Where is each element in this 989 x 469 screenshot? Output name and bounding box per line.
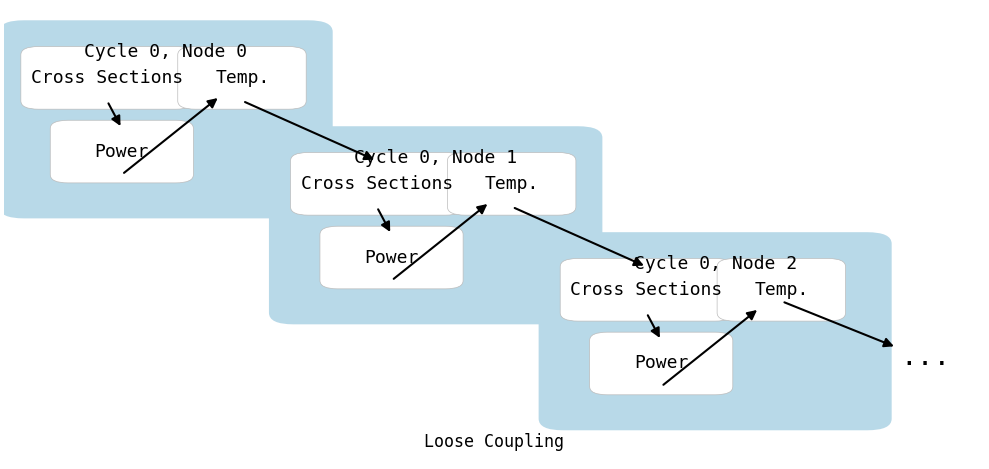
FancyBboxPatch shape: [319, 226, 463, 289]
FancyBboxPatch shape: [560, 258, 733, 321]
Text: Temp.: Temp.: [755, 281, 809, 299]
FancyBboxPatch shape: [178, 46, 307, 109]
Text: ...: ...: [901, 342, 951, 371]
FancyBboxPatch shape: [50, 120, 194, 183]
FancyBboxPatch shape: [269, 126, 602, 325]
Text: Cycle 0, Node 1: Cycle 0, Node 1: [354, 149, 517, 167]
Text: Power: Power: [364, 249, 418, 266]
Text: Cross Sections: Cross Sections: [571, 281, 723, 299]
FancyBboxPatch shape: [447, 152, 576, 215]
FancyBboxPatch shape: [717, 258, 846, 321]
FancyBboxPatch shape: [21, 46, 194, 109]
Text: Power: Power: [634, 355, 688, 372]
Text: Cross Sections: Cross Sections: [31, 69, 183, 87]
Text: Cycle 0, Node 2: Cycle 0, Node 2: [634, 255, 797, 273]
Text: Temp.: Temp.: [485, 175, 539, 193]
Text: Power: Power: [95, 143, 149, 160]
Text: Cross Sections: Cross Sections: [301, 175, 453, 193]
Text: Loose Coupling: Loose Coupling: [424, 433, 565, 451]
FancyBboxPatch shape: [539, 232, 892, 430]
FancyBboxPatch shape: [291, 152, 463, 215]
FancyBboxPatch shape: [0, 20, 332, 219]
Text: Cycle 0, Node 0: Cycle 0, Node 0: [84, 43, 247, 61]
Text: Temp.: Temp.: [216, 69, 270, 87]
FancyBboxPatch shape: [589, 332, 733, 395]
